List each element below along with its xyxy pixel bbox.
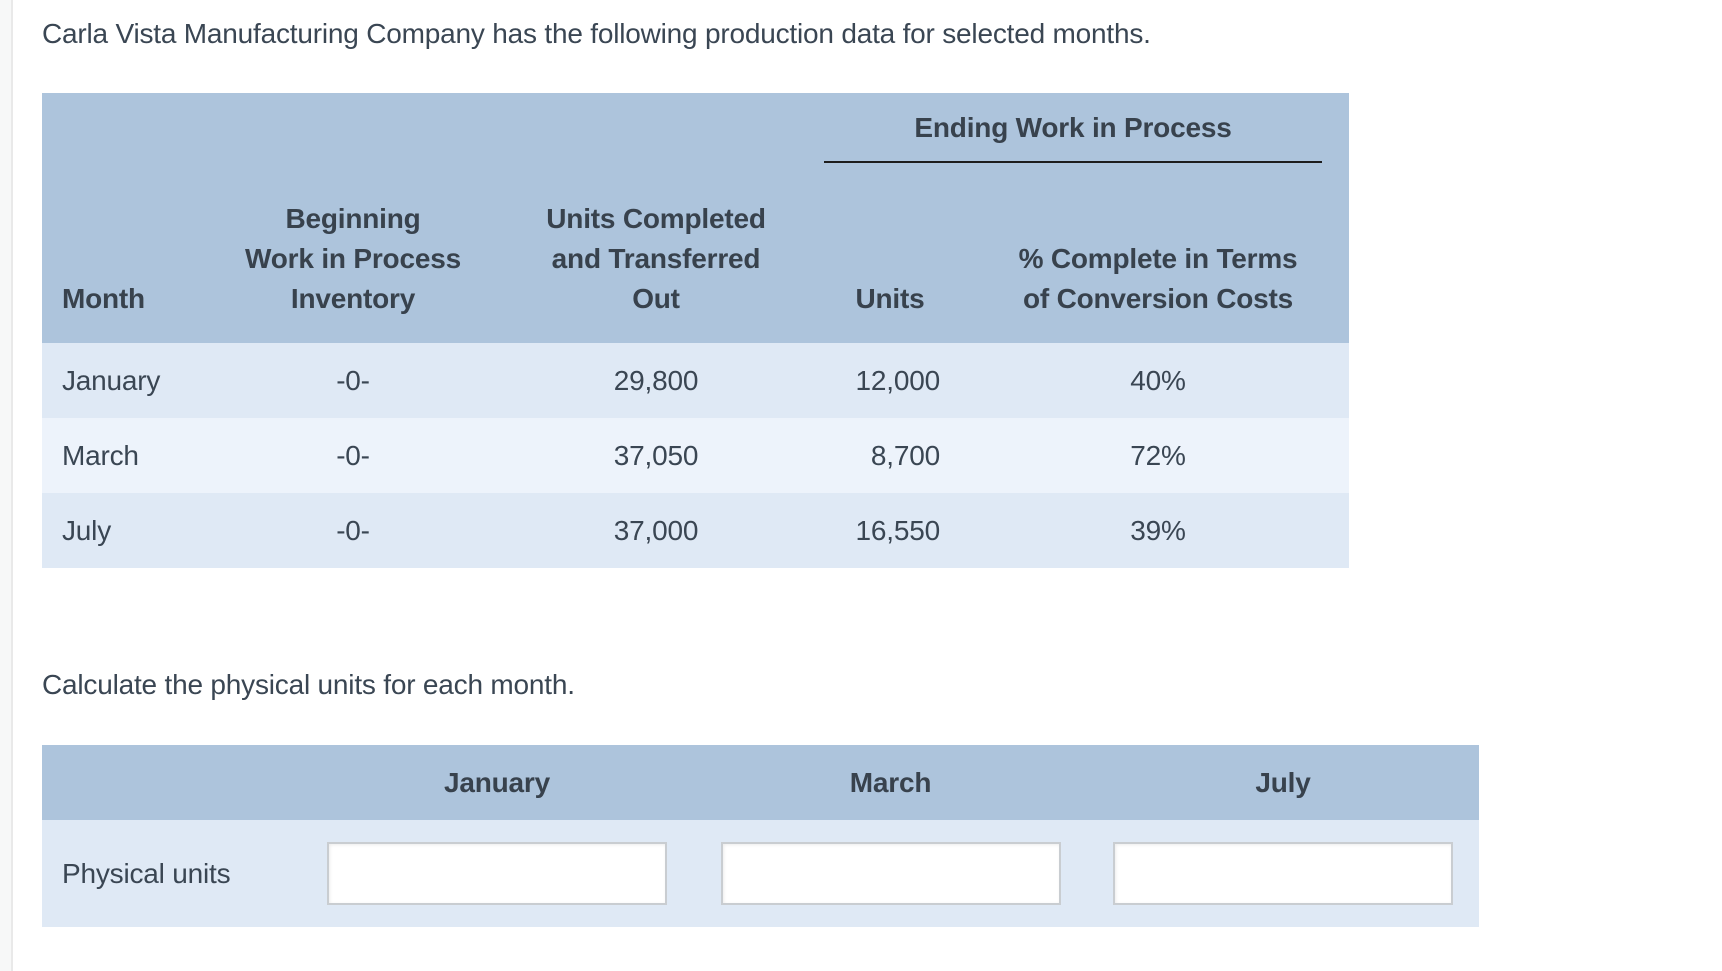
group-header-cell: Ending Work in Process bbox=[813, 93, 1349, 163]
column-header-pct-complete: % Complete in Terms of Conversion Costs bbox=[967, 163, 1349, 343]
physical-units-answer-table: January March July Physical units bbox=[42, 745, 1479, 927]
column-header-ending-units: Units bbox=[813, 163, 967, 343]
physical-units-july-input[interactable] bbox=[1113, 842, 1453, 905]
answer-row-physical-units: Physical units bbox=[42, 820, 1479, 927]
column-header-beginning-wip: Beginning Work in Process Inventory bbox=[207, 163, 499, 343]
answer-cell-july bbox=[1087, 820, 1479, 927]
ending-wip-group-label: Ending Work in Process bbox=[914, 112, 1232, 143]
question-prompt: Calculate the physical units for each mo… bbox=[42, 669, 575, 700]
column-header-month: Month bbox=[42, 163, 207, 343]
group-header-row: Ending Work in Process bbox=[42, 93, 1349, 163]
answer-header-march: March bbox=[694, 745, 1087, 820]
production-data-table: Ending Work in Process Month Beginning W… bbox=[42, 93, 1349, 568]
beginning-wip-cell: -0- bbox=[207, 343, 499, 418]
ending-wip-group-header: Ending Work in Process bbox=[824, 93, 1322, 163]
answer-header-july: July bbox=[1087, 745, 1479, 820]
ending-units-cell: 12,000 bbox=[813, 343, 967, 418]
table-row-january: January -0- 29,800 12,000 40% bbox=[42, 343, 1349, 418]
physical-units-january-input[interactable] bbox=[327, 842, 667, 905]
table-row-july: July -0- 37,000 16,550 39% bbox=[42, 493, 1349, 568]
units-completed-cell: 37,000 bbox=[499, 493, 813, 568]
exercise-panel: Carla Vista Manufacturing Company has th… bbox=[42, 0, 1479, 927]
panel-left-edge bbox=[0, 0, 13, 971]
month-cell: July bbox=[42, 493, 207, 568]
group-header-spacer bbox=[42, 93, 813, 163]
answer-header-row: January March July bbox=[42, 745, 1479, 820]
intro-text: Carla Vista Manufacturing Company has th… bbox=[42, 18, 1151, 49]
ending-units-cell: 8,700 bbox=[813, 418, 967, 493]
physical-units-march-input[interactable] bbox=[720, 842, 1061, 905]
pct-complete-cell: 72% bbox=[967, 418, 1349, 493]
units-completed-cell: 37,050 bbox=[499, 418, 813, 493]
month-cell: March bbox=[42, 418, 207, 493]
answer-header-spacer bbox=[42, 745, 300, 820]
pct-complete-cell: 39% bbox=[967, 493, 1349, 568]
answer-cell-march bbox=[694, 820, 1087, 927]
ending-units-cell: 16,550 bbox=[813, 493, 967, 568]
beginning-wip-cell: -0- bbox=[207, 493, 499, 568]
table-row-march: March -0- 37,050 8,700 72% bbox=[42, 418, 1349, 493]
column-header-units-completed: Units Completed and Transferred Out bbox=[499, 163, 813, 343]
answer-cell-january bbox=[300, 820, 694, 927]
pct-complete-cell: 40% bbox=[967, 343, 1349, 418]
answer-row-label: Physical units bbox=[42, 820, 300, 927]
answer-header-january: January bbox=[300, 745, 694, 820]
column-header-row: Month Beginning Work in Process Inventor… bbox=[42, 163, 1349, 343]
month-cell: January bbox=[42, 343, 207, 418]
beginning-wip-cell: -0- bbox=[207, 418, 499, 493]
units-completed-cell: 29,800 bbox=[499, 343, 813, 418]
